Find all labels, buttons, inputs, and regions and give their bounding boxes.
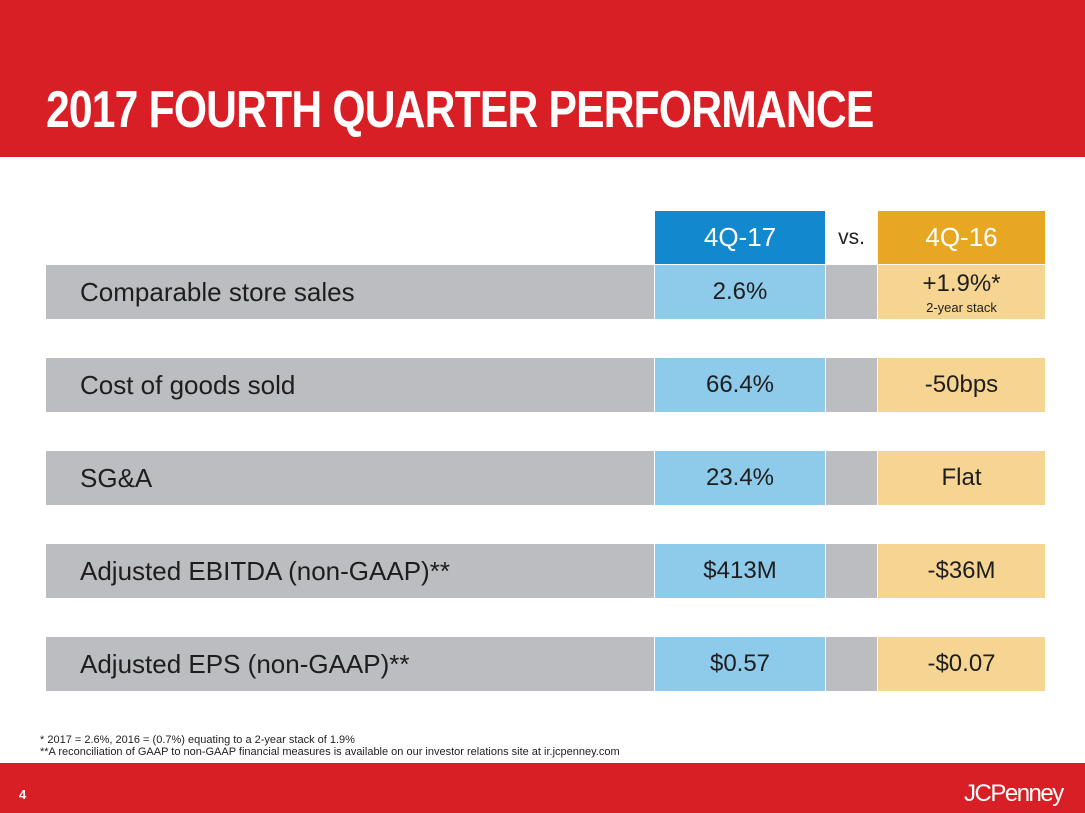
row-prior-cell: Flat (878, 451, 1045, 505)
footnotes: * 2017 = 2.6%, 2016 = (0.7%) equating to… (40, 734, 620, 758)
row-gap (826, 358, 877, 412)
vs-label: vs. (838, 225, 865, 249)
table-row-sga: SG&A 23.4% Flat (46, 451, 1045, 505)
row-current-value: $413M (655, 544, 825, 598)
table-row-comparable-sales: Comparable store sales 2.6% +1.9%* 2-yea… (46, 265, 1045, 319)
footnote: * 2017 = 2.6%, 2016 = (0.7%) equating to… (40, 734, 355, 746)
header-banner (0, 0, 1085, 157)
row-label: Cost of goods sold (46, 358, 654, 412)
row-prior-cell: -$0.07 (878, 637, 1045, 691)
row-label: Comparable store sales (46, 265, 654, 319)
row-label: SG&A (46, 451, 654, 505)
row-label: Adjusted EBITDA (non-GAAP)** (46, 544, 654, 598)
row-prior-cell: -50bps (878, 358, 1045, 412)
row-label: Adjusted EPS (non-GAAP)** (46, 637, 654, 691)
jcpenney-logo: JCPenney (964, 780, 1064, 807)
row-current-value: $0.57 (655, 637, 825, 691)
row-current-value: 66.4% (655, 358, 825, 412)
table-row-eps: Adjusted EPS (non-GAAP)** $0.57 -$0.07 (46, 637, 1045, 691)
row-prior-value: Flat (941, 464, 982, 491)
row-prior-value: -$0.07 (927, 650, 996, 677)
column-header-current: 4Q-17 (655, 211, 825, 264)
row-prior-value: +1.9%* (922, 269, 1001, 297)
footer-banner (0, 763, 1085, 813)
row-prior-value: -50bps (924, 371, 999, 398)
table-row-ebitda: Adjusted EBITDA (non-GAAP)** $413M -$36M (46, 544, 1045, 598)
row-current-value: 23.4% (655, 451, 825, 505)
row-current-value: 2.6% (655, 265, 825, 319)
row-gap (826, 265, 877, 319)
page-title: 2017 FOURTH QUARTER PERFORMANCE (46, 81, 874, 139)
row-prior-value: -$36M (927, 557, 996, 584)
row-prior-cell: -$36M (878, 544, 1045, 598)
page-number: 4 (19, 787, 27, 802)
row-prior-note: 2-year stack (926, 299, 997, 315)
row-prior-cell: +1.9%* 2-year stack (878, 265, 1045, 319)
row-gap (826, 544, 877, 598)
footnote: **A reconciliation of GAAP to non-GAAP f… (40, 746, 620, 758)
row-gap (826, 451, 877, 505)
column-header-prior: 4Q-16 (878, 211, 1045, 264)
table-row-cost-of-goods: Cost of goods sold 66.4% -50bps (46, 358, 1045, 412)
row-gap (826, 637, 877, 691)
